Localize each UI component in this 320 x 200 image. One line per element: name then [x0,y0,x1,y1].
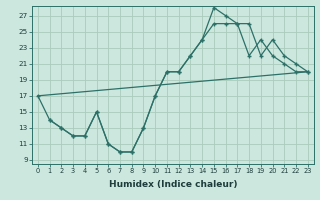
X-axis label: Humidex (Indice chaleur): Humidex (Indice chaleur) [108,180,237,189]
